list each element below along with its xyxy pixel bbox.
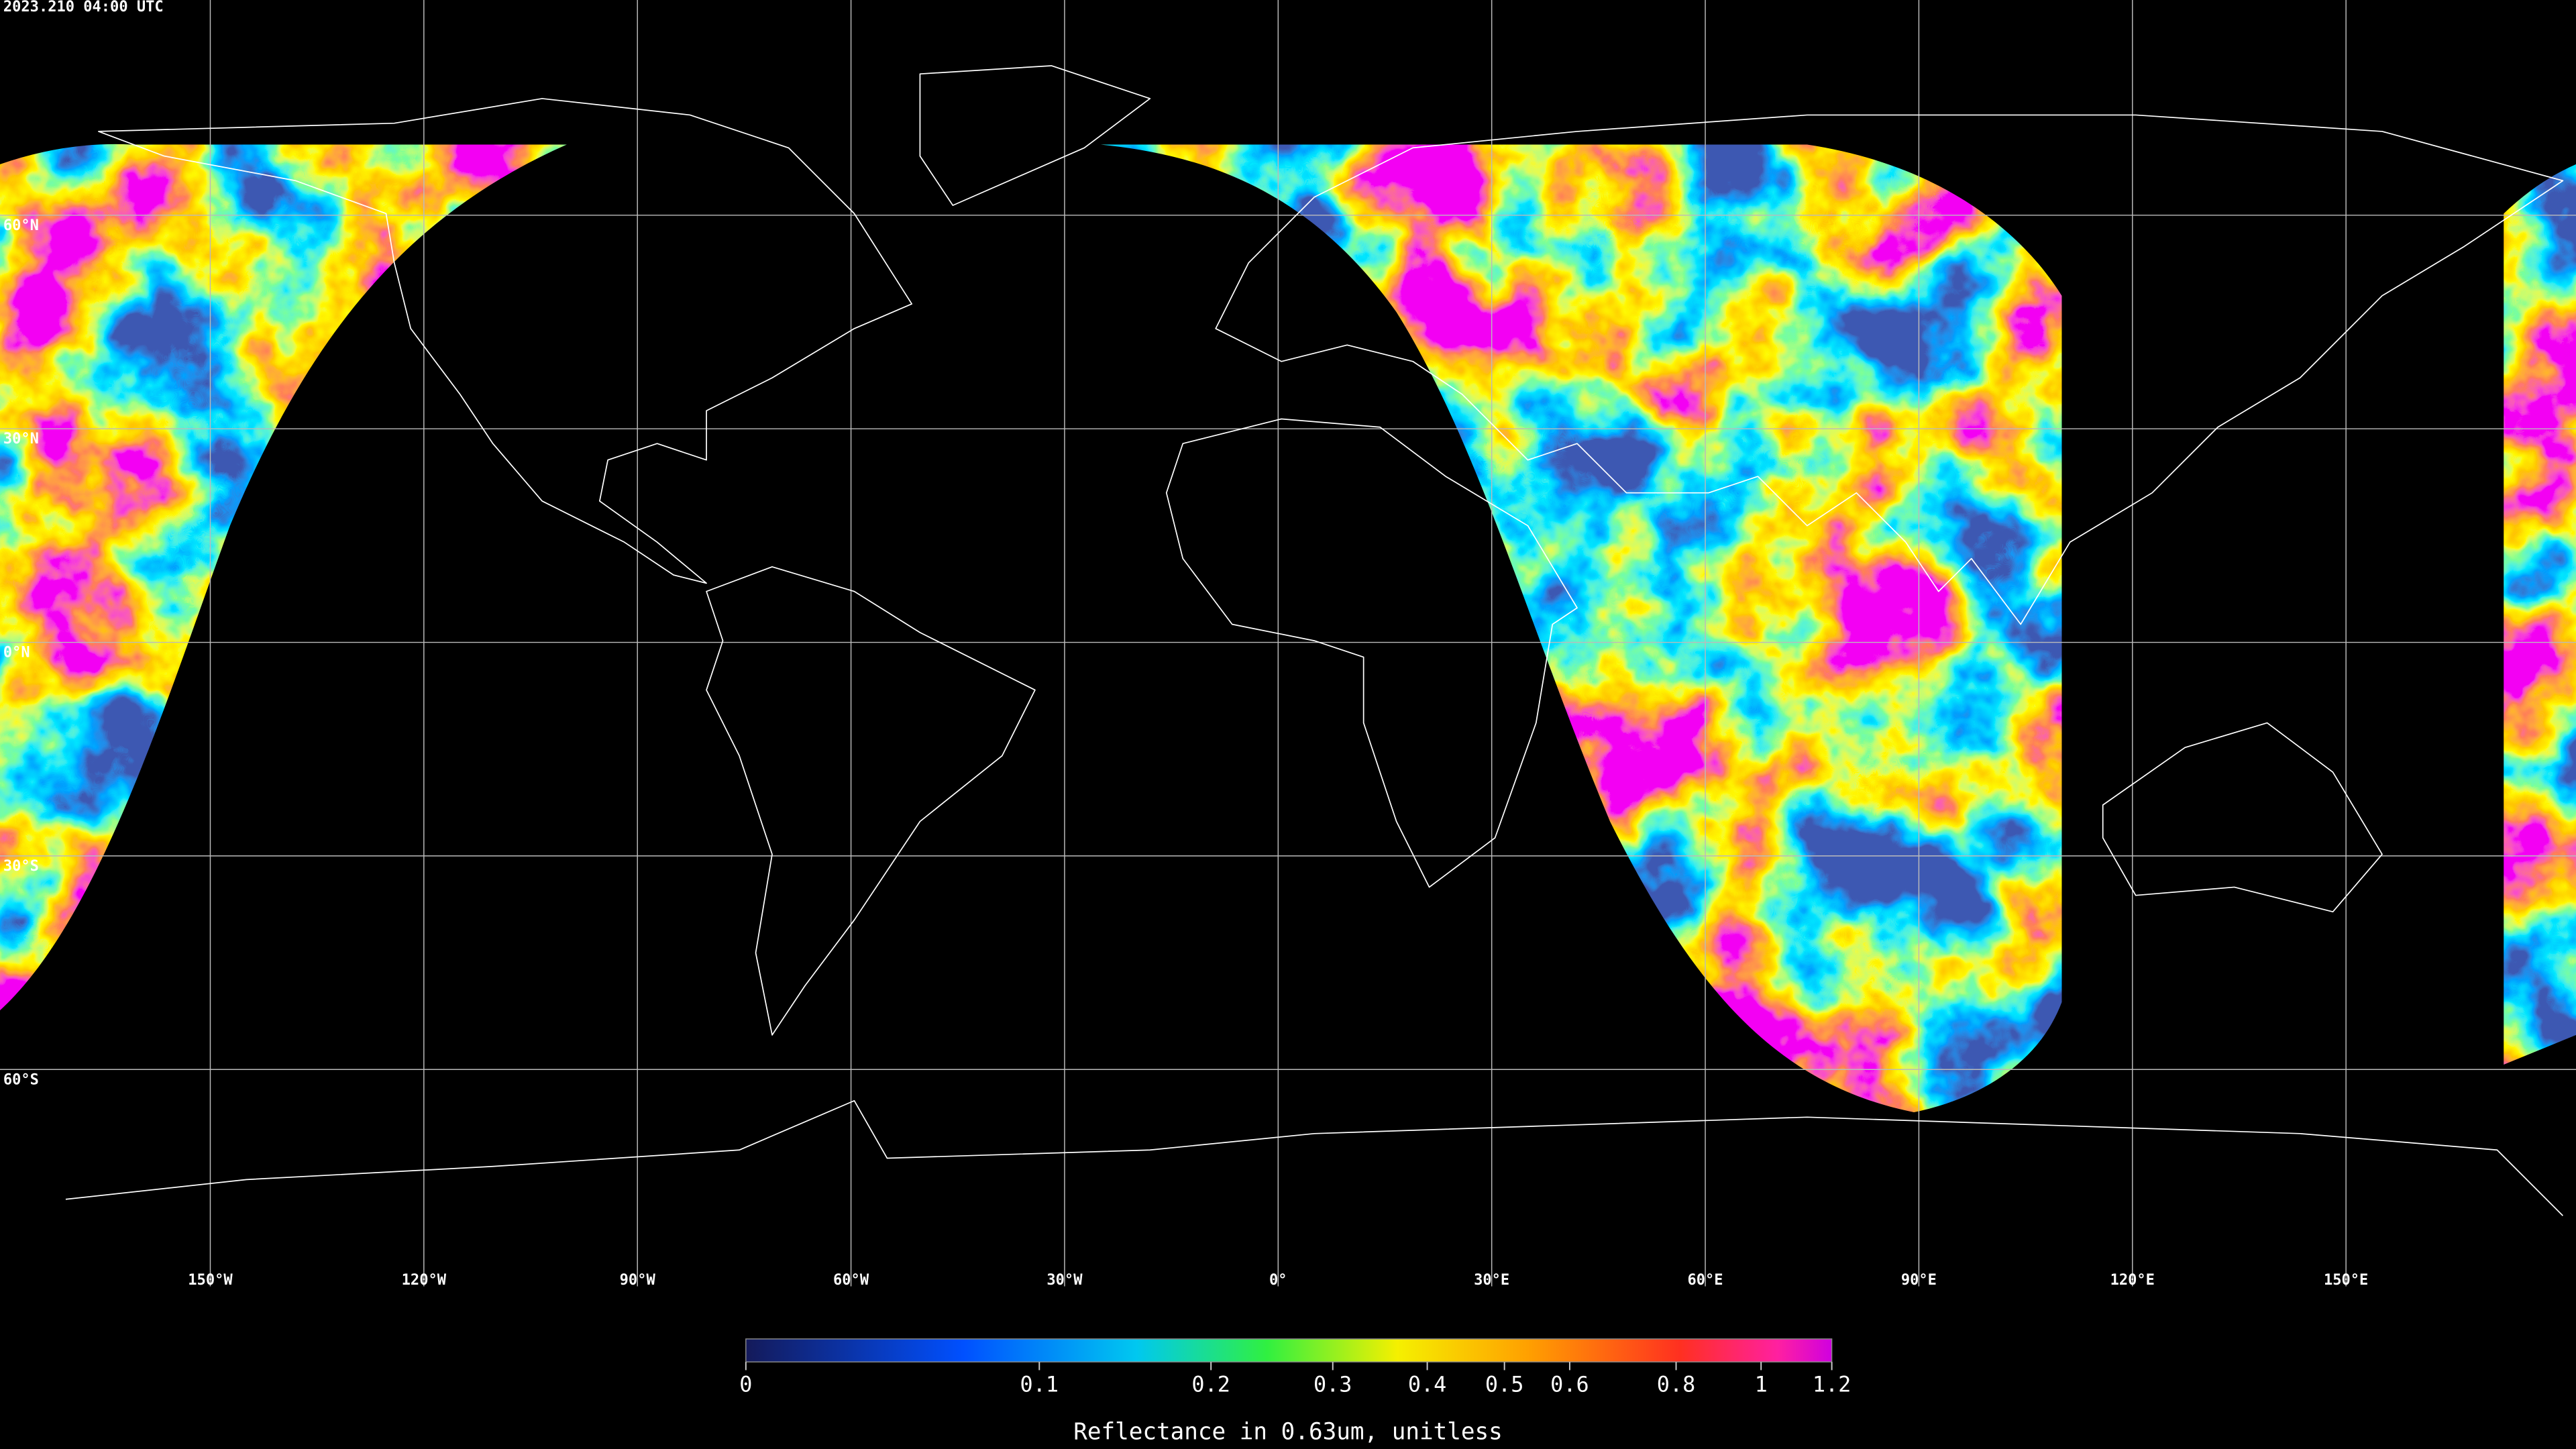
lon-label: 120°W <box>402 1272 447 1289</box>
colorbar-tick-label: 0.3 <box>1313 1371 1352 1397</box>
lon-label: 90°E <box>1901 1272 1937 1289</box>
coast-eurasia <box>1215 114 2564 625</box>
coast-antarctica <box>65 1099 2564 1216</box>
colorbar-tick-label: 0.8 <box>1657 1371 1695 1397</box>
lon-label: 60°W <box>833 1272 869 1289</box>
lon-label: 90°W <box>620 1272 656 1289</box>
colorbar-axis: 0 0.1 0.2 0.3 0.4 0.5 0.6 0.8 1 1.2 <box>739 1362 1851 1397</box>
timestamp: 2023.210 04:00 UTC <box>3 0 164 15</box>
lat-label: 0°N <box>3 645 30 661</box>
coast-north-america <box>98 98 913 584</box>
lat-label: 30°N <box>3 431 39 447</box>
lon-label: 120°E <box>2110 1272 2155 1289</box>
lon-label: 150°W <box>188 1272 233 1289</box>
colorbar <box>745 1338 1833 1362</box>
colorbar-tick-label: 0.5 <box>1485 1371 1524 1397</box>
colorbar-tick-label: 0 <box>739 1371 752 1397</box>
colorbar-tick-label: 1 <box>1755 1371 1768 1397</box>
colorbar-tick-label: 0.2 <box>1191 1371 1230 1397</box>
coast-south-america <box>706 566 1036 1036</box>
coast-greenland <box>919 65 1151 206</box>
colorbar-tick-label: 0.1 <box>1020 1371 1059 1397</box>
graticule: 150°W 120°W 90°W 60°W 30°W 0° 30°E 60°E 90°E 120°… <box>0 0 2576 1289</box>
lat-label: 30°S <box>3 858 39 875</box>
lon-label: 0° <box>1269 1272 1287 1289</box>
coastlines <box>65 65 2564 1216</box>
colorbar-label: Reflectance in 0.63um, unitless <box>1073 1418 1503 1445</box>
lat-label: 60°S <box>3 1071 39 1088</box>
colorbar-tick-label: 0.6 <box>1550 1371 1589 1397</box>
lon-label: 60°E <box>1688 1272 1723 1289</box>
coast-australia <box>2102 722 2383 913</box>
lon-label: 30°W <box>1046 1272 1083 1289</box>
lat-label: 60°N <box>3 217 39 234</box>
coast-africa <box>1165 418 1578 888</box>
lon-label: 150°E <box>2324 1272 2368 1289</box>
lon-label: 30°E <box>1474 1272 1509 1289</box>
colorbar-tick-label: 1.2 <box>1813 1371 1851 1397</box>
colorbar-tick-label: 0.4 <box>1408 1371 1447 1397</box>
